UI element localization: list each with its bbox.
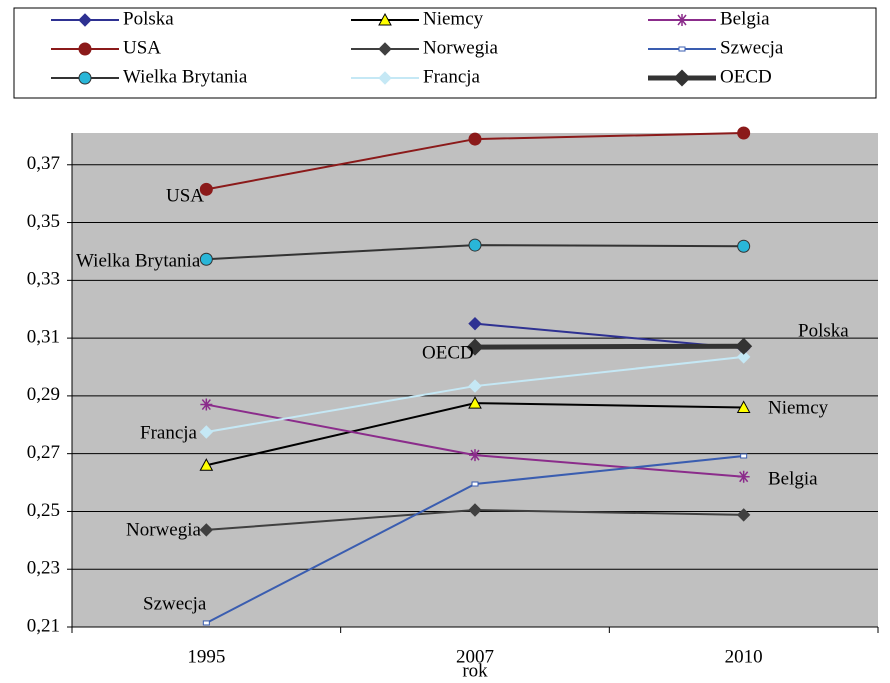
series-annotation: Szwecja bbox=[143, 593, 207, 614]
y-tick-label: 0,25 bbox=[27, 500, 60, 521]
marker bbox=[468, 396, 482, 409]
x-tick-label: 2010 bbox=[725, 646, 763, 667]
marker bbox=[199, 458, 214, 471]
marker bbox=[468, 379, 482, 393]
marker bbox=[199, 425, 214, 439]
x-tick-label: 2007 bbox=[456, 646, 494, 667]
marker bbox=[199, 252, 213, 266]
marker bbox=[678, 46, 686, 52]
legend-label: USA bbox=[123, 37, 161, 58]
marker bbox=[199, 523, 214, 537]
marker bbox=[673, 69, 691, 87]
marker bbox=[469, 449, 481, 462]
y-tick-label: 0,35 bbox=[27, 211, 60, 232]
marker bbox=[735, 337, 753, 355]
marker bbox=[202, 620, 210, 626]
series-annotation: Norwegia bbox=[126, 519, 201, 540]
legend-label: Francja bbox=[423, 66, 481, 87]
marker bbox=[378, 42, 392, 56]
x-axis-label: rok bbox=[462, 660, 488, 681]
y-tick-label: 0,37 bbox=[27, 153, 60, 174]
marker bbox=[78, 42, 92, 56]
y-tick-label: 0,27 bbox=[27, 442, 60, 463]
marker bbox=[466, 338, 484, 356]
marker bbox=[471, 481, 479, 487]
marker bbox=[199, 182, 213, 196]
legend-label: Belgia bbox=[720, 8, 770, 29]
y-tick-label: 0,29 bbox=[27, 384, 60, 405]
y-tick-label: 0,31 bbox=[27, 326, 60, 347]
y-tick-label: 0,33 bbox=[27, 269, 60, 290]
legend-box bbox=[13, 7, 877, 99]
marker bbox=[737, 126, 751, 140]
marker bbox=[468, 503, 482, 517]
legend-label: Niemcy bbox=[423, 8, 484, 29]
marker bbox=[736, 400, 751, 413]
marker bbox=[78, 71, 92, 85]
legend-label: OECD bbox=[720, 66, 772, 87]
marker bbox=[676, 14, 688, 26]
marker bbox=[378, 12, 392, 26]
marker bbox=[736, 350, 751, 364]
marker bbox=[468, 132, 482, 146]
series-annotation: Wielka Brytania bbox=[76, 250, 201, 271]
marker bbox=[740, 453, 748, 459]
series-annotation: Niemcy bbox=[768, 397, 829, 418]
legend-label: Szwecja bbox=[720, 37, 784, 58]
legend-label: Norwegia bbox=[423, 37, 498, 58]
series-annotation: Belgia bbox=[768, 468, 818, 489]
legend-label: Wielka Brytania bbox=[123, 66, 248, 87]
series-annotation: OECD bbox=[422, 342, 474, 363]
series-annotation: Polska bbox=[798, 320, 849, 341]
legend-label: Polska bbox=[123, 8, 174, 29]
series-annotation: Francja bbox=[140, 422, 198, 443]
marker bbox=[468, 316, 482, 331]
series-annotation: USA bbox=[166, 185, 204, 206]
marker bbox=[78, 13, 92, 27]
marker bbox=[468, 238, 482, 252]
x-tick-label: 1995 bbox=[187, 646, 225, 667]
marker bbox=[737, 470, 750, 483]
y-tick-label: 0,23 bbox=[27, 558, 60, 579]
marker bbox=[737, 239, 751, 253]
marker bbox=[200, 398, 213, 411]
y-tick-label: 0,21 bbox=[27, 615, 60, 636]
series-line bbox=[474, 343, 744, 350]
marker bbox=[736, 508, 751, 522]
marker bbox=[378, 71, 392, 85]
